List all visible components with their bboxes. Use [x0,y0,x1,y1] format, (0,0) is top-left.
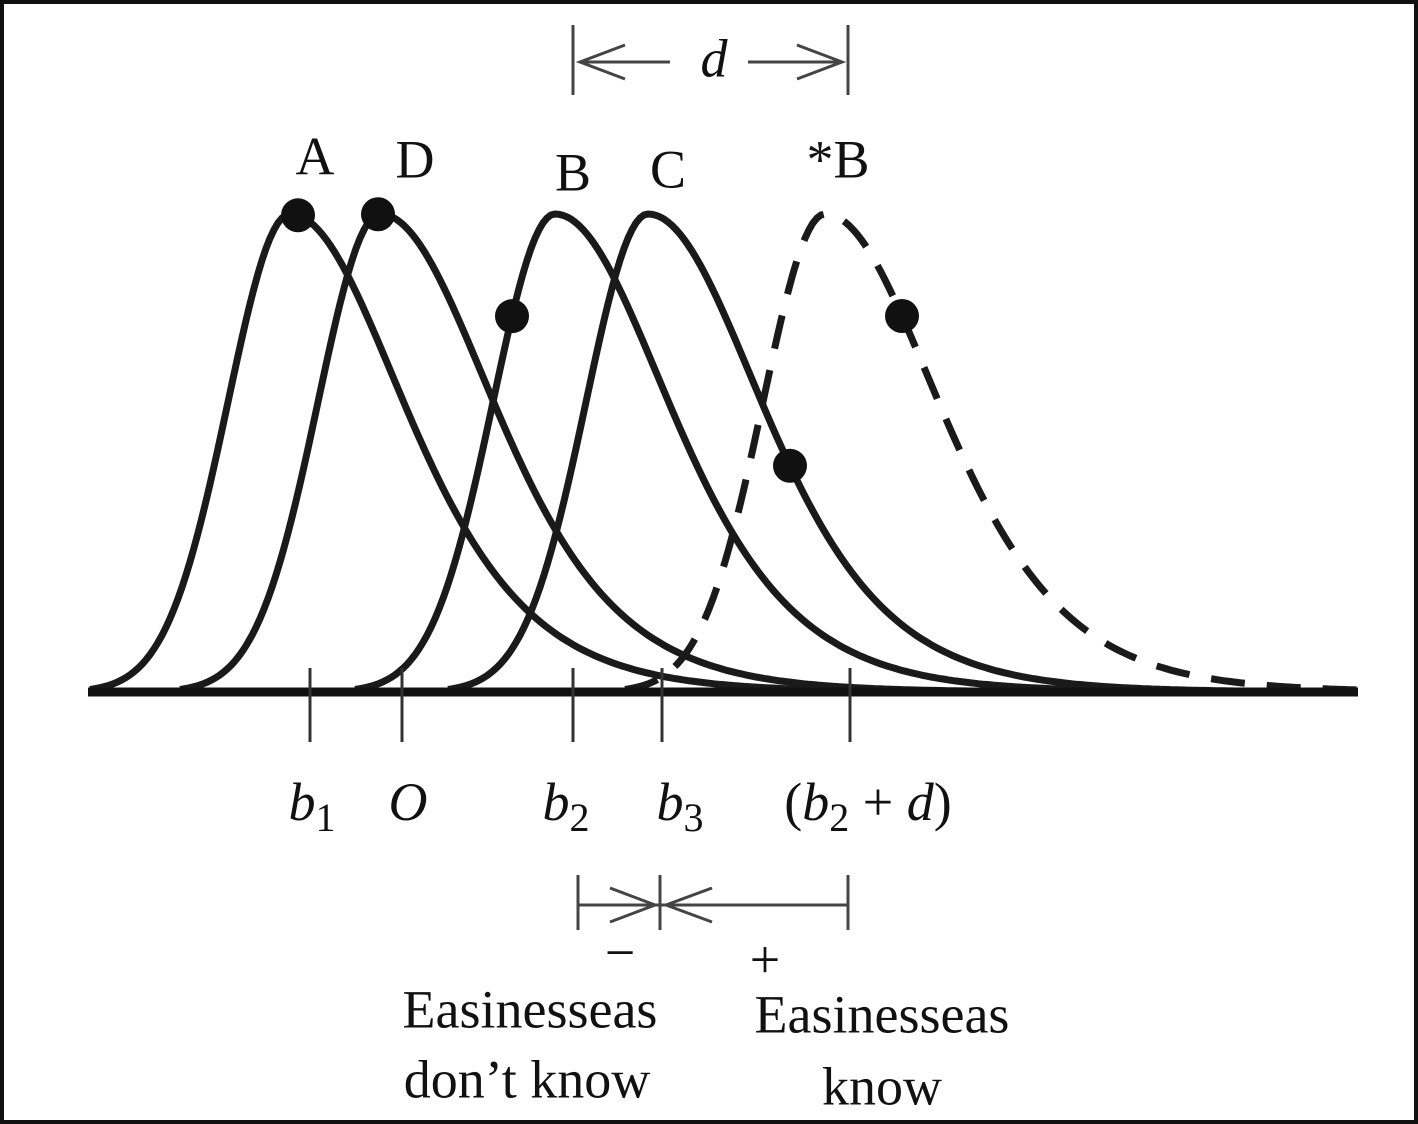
tick-label-part: b [802,772,829,832]
curve-label: A [296,126,335,186]
curve-label: D [396,129,435,189]
curve-dot [885,299,919,334]
tick-label-part: ( [784,772,802,832]
tick-label-part: 1 [316,795,336,840]
tick-label-part: O [389,772,428,832]
minus-sign: − [605,922,635,982]
caption-line: don’t know [404,1049,651,1109]
tick-label: O [389,772,428,832]
curve-label: C [650,139,686,199]
caption-line: Easinesseas [755,984,1010,1044]
caption-line: Easinesseas [403,979,658,1039]
tick-label: b2 [543,772,590,840]
tick-label-part: ) [934,772,952,832]
curve-dot [773,448,807,483]
tick-label-part: 3 [684,795,704,840]
tick-label-part: b [543,772,570,832]
tick-label-part: b [657,772,684,832]
curve-label: B [555,142,591,202]
tick-label-part: 2 [570,795,590,840]
tick-label-part: + [849,772,906,832]
tick-label: (b2 + d) [784,772,951,840]
tick-label: b1 [289,772,336,840]
distance-label: d [701,28,729,88]
curve-dot [495,299,529,334]
dashed-curve [624,210,1358,694]
caption-line: know [822,1056,942,1116]
plus-sign: + [750,929,780,989]
curve-dot [281,198,315,233]
curve-dot [361,197,395,232]
tick-label-part: d [907,772,935,832]
curve-label: *B [806,129,869,189]
tick-label-part: b [289,772,316,832]
distance-marker [571,25,850,95]
easiness-bracket [576,875,850,930]
tick-label: b3 [657,772,704,840]
tick-label-part: 2 [829,795,849,840]
